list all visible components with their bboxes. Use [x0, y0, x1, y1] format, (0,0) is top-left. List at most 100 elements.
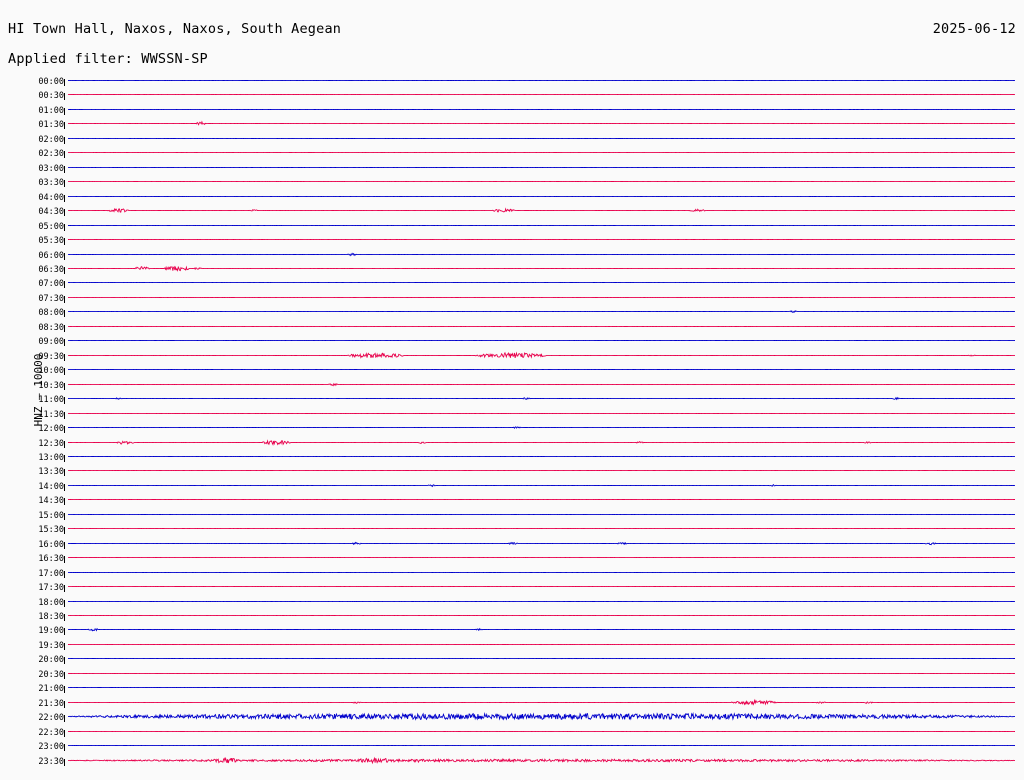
helicorder-row: 04:00: [0, 192, 1024, 209]
helicorder-row: 11:30: [0, 410, 1024, 426]
helicorder-row: 06:00: [0, 250, 1024, 267]
seismic-trace: [68, 652, 1015, 665]
helicorder-row: 00:00: [0, 78, 1024, 93]
row-tick-mark: [64, 151, 65, 159]
row-time-label: 03:00: [38, 163, 64, 174]
seismic-trace: [68, 88, 1015, 101]
seismic-trace: [68, 262, 1015, 275]
row-time-label: 10:30: [38, 380, 64, 391]
seismic-trace: [68, 681, 1015, 694]
helicorder-row: 15:00: [0, 511, 1024, 527]
helicorder-row: 08:00: [0, 309, 1024, 324]
seismic-trace: [68, 190, 1015, 203]
helicorder-row: 04:30: [0, 208, 1024, 223]
seismic-trace: [68, 566, 1015, 579]
row-time-label: 20:30: [38, 669, 64, 680]
helicorder-row: 19:00: [0, 627, 1024, 642]
row-tick-mark: [64, 498, 65, 506]
seismic-trace: [68, 320, 1015, 333]
seismic-trace: [68, 233, 1015, 246]
row-time-label: 20:00: [38, 655, 64, 666]
seismic-trace: [68, 580, 1015, 593]
row-tick-mark: [64, 657, 65, 665]
row-tick-mark: [64, 266, 65, 274]
helicorder-row: 20:30: [0, 669, 1024, 686]
helicorder-row: 10:30: [0, 380, 1024, 397]
row-time-label: 22:00: [38, 713, 64, 724]
row-tick-mark: [64, 541, 65, 549]
row-tick-mark: [64, 512, 65, 520]
helicorder-row: 01:00: [0, 105, 1024, 122]
row-tick-mark: [64, 238, 65, 246]
helicorder-row: 14:00: [0, 481, 1024, 498]
row-tick-mark: [64, 686, 65, 694]
row-time-label: 05:00: [38, 221, 64, 232]
seismic-trace: [68, 623, 1015, 636]
seismic-trace: [68, 161, 1015, 174]
seismic-trace: [68, 103, 1015, 116]
row-tick-mark: [64, 93, 65, 101]
helicorder-row: 10:00: [0, 367, 1024, 382]
row-time-label: 08:30: [38, 322, 64, 333]
helicorder-row: 16:30: [0, 555, 1024, 570]
seismic-trace: [68, 305, 1015, 318]
row-time-label: 16:00: [38, 539, 64, 550]
helicorder-row: 05:00: [0, 221, 1024, 238]
helicorder-row: 07:00: [0, 280, 1024, 295]
row-time-label: 15:30: [38, 525, 64, 536]
helicorder-row: 17:30: [0, 584, 1024, 599]
helicorder-row: 09:30: [0, 353, 1024, 368]
helicorder-row: 22:00: [0, 714, 1024, 729]
row-tick-mark: [64, 599, 65, 607]
seismic-trace: [68, 710, 1015, 723]
row-tick-mark: [64, 339, 65, 347]
helicorder-row: 09:00: [0, 338, 1024, 353]
row-time-label: 04:00: [38, 192, 64, 203]
row-time-label: 09:00: [38, 337, 64, 348]
row-time-label: 07:00: [38, 279, 64, 290]
row-tick-mark: [64, 715, 65, 723]
helicorder-row: 01:30: [0, 121, 1024, 136]
row-time-label: 17:30: [38, 583, 64, 594]
helicorder-row: 18:00: [0, 598, 1024, 614]
row-tick-mark: [64, 527, 65, 535]
row-time-label: 05:30: [38, 236, 64, 247]
row-tick-mark: [64, 136, 65, 144]
helicorder-row: 18:30: [0, 613, 1024, 628]
row-tick-mark: [64, 209, 65, 217]
seismic-trace: [68, 363, 1015, 376]
helicorder-row: 07:30: [0, 293, 1024, 310]
row-tick-mark: [64, 614, 65, 622]
helicorder-row: 17:00: [0, 569, 1024, 585]
row-tick-mark: [64, 729, 65, 737]
seismic-trace: [68, 276, 1015, 289]
row-time-label: 04:30: [38, 207, 64, 218]
helicorder-row: 23:30: [0, 758, 1024, 773]
row-time-label: 21:30: [38, 698, 64, 709]
row-time-label: 02:00: [38, 134, 64, 145]
row-tick-mark: [64, 628, 65, 636]
row-tick-mark: [64, 353, 65, 361]
seismic-trace: [68, 248, 1015, 261]
helicorder-row: 20:00: [0, 656, 1024, 671]
helicorder-row: 03:00: [0, 163, 1024, 180]
helicorder-row: 05:30: [0, 237, 1024, 252]
helicorder-row: 21:30: [0, 700, 1024, 715]
seismic-trace: [68, 464, 1015, 477]
row-time-label: 08:00: [38, 308, 64, 319]
row-time-label: 06:00: [38, 250, 64, 261]
seismic-trace: [68, 175, 1015, 188]
row-time-label: 01:30: [38, 120, 64, 131]
seismic-trace: [68, 479, 1015, 492]
seismic-trace: [68, 725, 1015, 738]
row-time-label: 14:00: [38, 481, 64, 492]
row-tick-mark: [64, 382, 65, 390]
row-tick-mark: [64, 368, 65, 376]
helicorder-row: 21:00: [0, 685, 1024, 700]
seismic-trace: [68, 204, 1015, 217]
row-time-label: 16:30: [38, 554, 64, 565]
row-time-label: 07:30: [38, 293, 64, 304]
row-tick-mark: [64, 570, 65, 578]
row-tick-mark: [64, 281, 65, 289]
row-time-label: 01:00: [38, 105, 64, 116]
